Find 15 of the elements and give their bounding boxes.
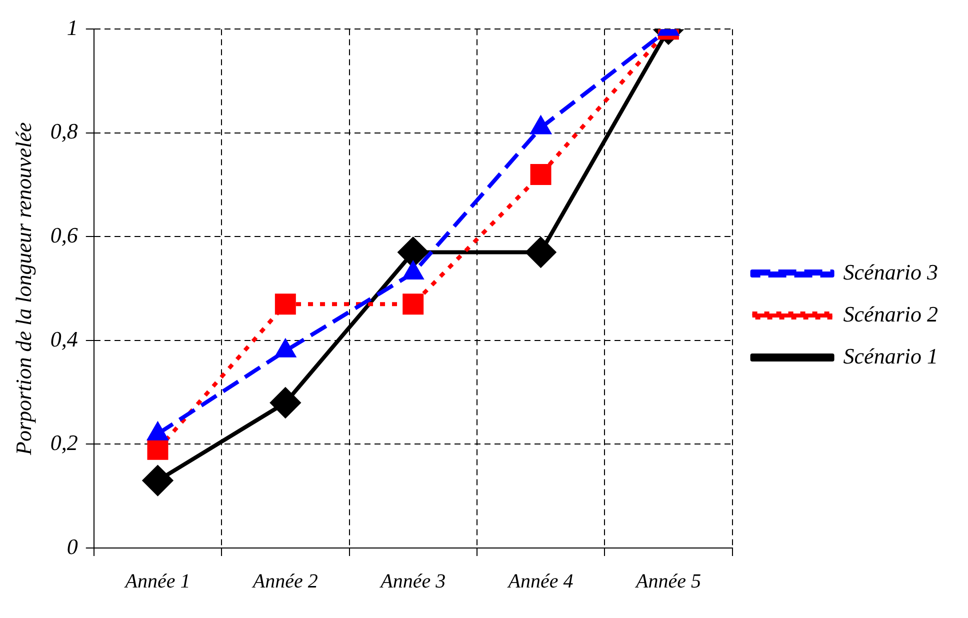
legend-label: Scénario 3 (843, 259, 938, 284)
x-tick-label: Année 1 (123, 570, 190, 592)
y-tick-label: 0,6 (50, 222, 78, 248)
y-tick-label: 0,2 (50, 430, 78, 456)
y-axis-title: Porportion de la longueur renouvelée (10, 122, 36, 456)
x-tick-label: Année 3 (378, 570, 446, 592)
x-tick-label: Année 5 (634, 570, 701, 592)
legend-label: Scénario 2 (843, 301, 938, 326)
y-tick-label: 1 (66, 14, 78, 40)
x-tick-label: Année 4 (506, 570, 574, 592)
y-tick-label: 0,8 (50, 118, 78, 144)
legend-label: Scénario 1 (843, 343, 938, 368)
y-tick-label: 0 (66, 534, 78, 559)
y-tick-label: 0,4 (50, 326, 78, 352)
x-tick-label: Année 2 (250, 570, 318, 592)
